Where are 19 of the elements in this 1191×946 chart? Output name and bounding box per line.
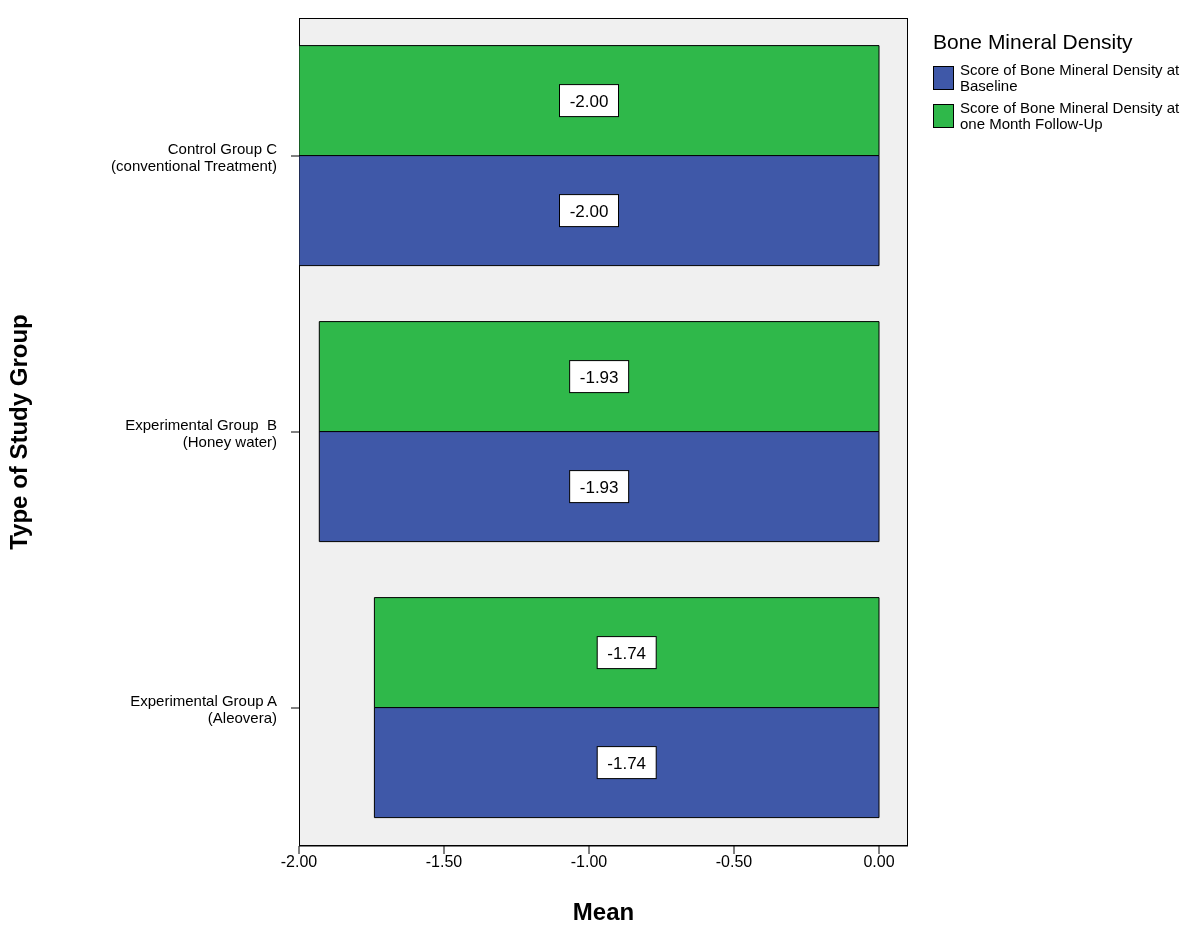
data-label: -2.00 bbox=[569, 201, 609, 221]
x-tick-label: -1.00 bbox=[570, 853, 608, 871]
data-label: -1.74 bbox=[607, 753, 647, 773]
data-label: -1.93 bbox=[579, 367, 619, 387]
y-tick-label: Control Group C (conventional Treatment) bbox=[111, 140, 278, 174]
x-tick-label: -1.50 bbox=[425, 853, 463, 871]
x-axis-title: Mean bbox=[572, 898, 635, 925]
y-tick-label: Experimental Group A (Aleovera) bbox=[130, 692, 277, 726]
legend-label: Score of Bone Mineral Density at Baseline bbox=[960, 61, 1180, 94]
data-label: -1.74 bbox=[607, 643, 647, 663]
legend-title: Bone Mineral Density bbox=[933, 30, 1134, 54]
x-tick-label: -2.00 bbox=[280, 853, 318, 871]
data-label: -2.00 bbox=[569, 91, 609, 111]
legend-label: Score of Bone Mineral Density at one Month Follow-Up bbox=[960, 99, 1180, 132]
x-tick-label: 0.00 bbox=[863, 853, 895, 871]
x-tick-label: -0.50 bbox=[715, 853, 753, 871]
y-axis-title: Type of Study Group bbox=[4, 314, 32, 550]
y-tick-label: Experimental Group B (Honey water) bbox=[125, 416, 277, 450]
data-label: -1.93 bbox=[579, 477, 619, 497]
